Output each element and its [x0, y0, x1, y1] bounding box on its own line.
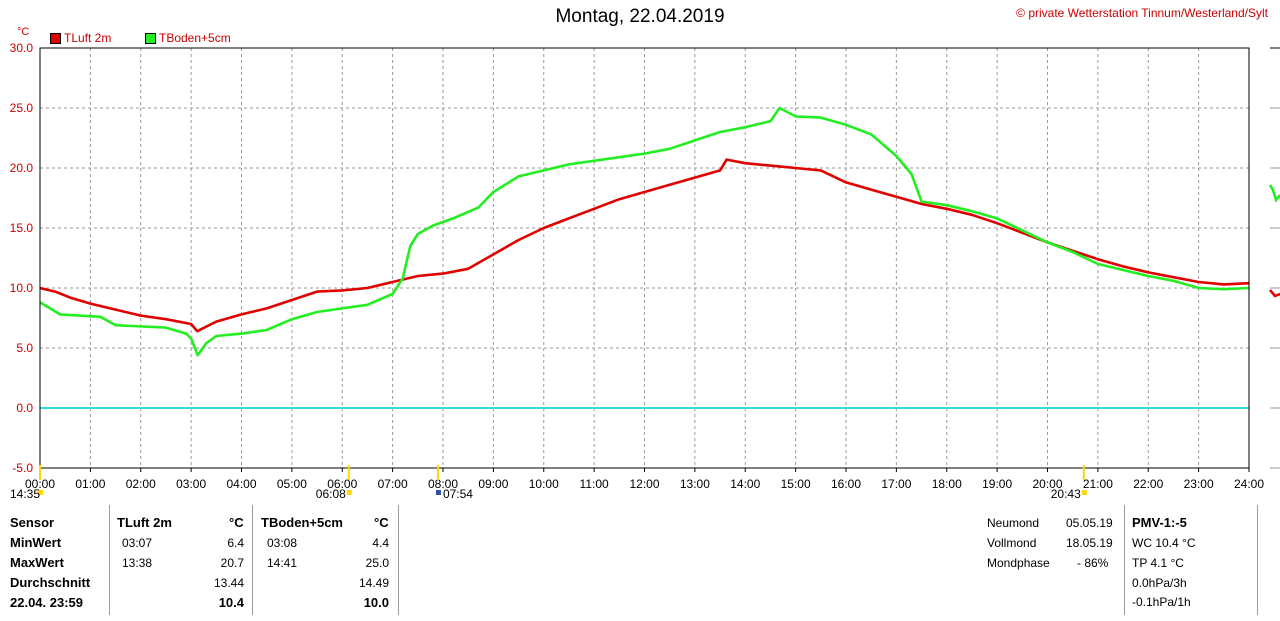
y-tick-label: 15.0	[10, 221, 34, 235]
y-tick-label: 20.0	[10, 161, 34, 175]
x-tick-label: 11:00	[580, 477, 609, 491]
x-tick-label: 23:00	[1184, 477, 1214, 491]
x-tick-label: 00:00	[25, 477, 55, 491]
legend-item-tboden: TBoden+5cm	[145, 31, 231, 45]
copyright-text: © private Wetterstation Tinnum/Westerlan…	[1016, 6, 1268, 20]
y-tick-label: -5.0	[12, 461, 33, 475]
mondphase-value: - 86%	[1077, 556, 1109, 570]
edge-fragment-tboden	[1268, 184, 1280, 203]
legend-label-tboden: TBoden+5cm	[159, 31, 231, 45]
edge-fragment-tluft	[1269, 289, 1280, 298]
y-tick-label: 0.0	[16, 401, 33, 415]
x-tick-label: 24:00	[1234, 477, 1264, 491]
y-axis-unit: °C	[17, 26, 30, 38]
row-label-last: 22.04. 23:59	[10, 595, 84, 610]
x-tick-label: 22:00	[1133, 477, 1163, 491]
y-tick-label: 5.0	[16, 341, 33, 355]
x-tick-label: 03:00	[176, 477, 206, 491]
x-tick-label: 19:00	[982, 477, 1012, 491]
time-marker-box	[346, 490, 352, 495]
x-tick-label: 15:00	[781, 477, 811, 491]
x-tick-label: 05:00	[277, 477, 307, 491]
divider	[252, 505, 253, 615]
tluft-max-time: 13:38	[122, 556, 153, 570]
row-label-sensor: Sensor	[10, 515, 55, 530]
x-tick-label: 09:00	[478, 477, 508, 491]
row-label-avg: Durchschnitt	[10, 575, 91, 590]
x-tick-label: 14:00	[730, 477, 760, 491]
right-edge-marks	[1268, 47, 1280, 469]
series-line-tluft	[39, 158, 1250, 333]
tboden-avg-value: 14.49	[358, 576, 389, 590]
pmv-pressure-3h: 0.0hPa/3h	[1132, 576, 1187, 590]
y-tick-label: 25.0	[10, 101, 34, 115]
tboden-header: TBoden+5cm	[261, 515, 343, 530]
x-tick-label: 17:00	[881, 477, 911, 491]
divider	[1257, 505, 1258, 615]
tluft-max-value: 20.7	[220, 556, 244, 570]
tboden-last-value: 10.0	[363, 595, 389, 610]
x-tick-label: 07:00	[378, 477, 408, 491]
pmv-wc: WC 10.4 °C	[1132, 536, 1196, 550]
row-label-max: MaxWert	[10, 555, 64, 570]
x-tick-label: 01:00	[75, 477, 105, 491]
neumond-label: Neumond	[987, 516, 1040, 530]
series-line-tboden	[39, 106, 1250, 357]
time-marker-box	[435, 490, 441, 495]
row-label-min: MinWert	[10, 535, 62, 550]
tboden-max-value: 25.0	[365, 556, 389, 570]
mondphase-label: Mondphase	[987, 556, 1050, 570]
tluft-min-time: 03:07	[122, 536, 153, 550]
temperature-chart: 30.0 25.0 20.0 15.0 10.0 5.0 0.0 -5.0 00:00 01:00…	[10, 41, 1280, 500]
x-tick-label: 10:00	[529, 477, 559, 491]
y-tick-label: 30.0	[10, 41, 34, 55]
legend-swatch-tboden	[145, 32, 156, 44]
divider	[1124, 505, 1125, 615]
pmv-header: PMV-1:-5	[1132, 515, 1187, 530]
time-marker-box	[1081, 490, 1087, 495]
time-marker-label: 20:43	[1051, 487, 1081, 500]
time-marker-label: 07:54	[443, 487, 473, 500]
tluft-avg-value: 13.44	[213, 576, 244, 590]
tluft-header: TLuft 2m	[117, 515, 172, 530]
x-tick-label: 08:00	[428, 477, 458, 491]
time-marker-label: 06:08	[316, 487, 346, 500]
legend-item-tluft: TLuft 2m	[50, 31, 111, 45]
x-tick-label: 04:00	[226, 477, 256, 491]
tluft-unit: °C	[229, 515, 244, 530]
tboden-min-value: 4.4	[372, 536, 389, 550]
vollmond-date: 18.05.19	[1066, 536, 1113, 550]
x-tick-label: 06:00	[327, 477, 357, 491]
series-layer	[39, 106, 1250, 357]
time-marker-label: 14:35	[10, 487, 40, 500]
y-tick-label: 10.0	[10, 281, 34, 295]
x-tick-label: 12:00	[629, 477, 659, 491]
tluft-last-value: 10.4	[218, 595, 244, 610]
pmv-tp: TP 4.1 °C	[1132, 556, 1184, 570]
axes: 30.0 25.0 20.0 15.0 10.0 5.0 0.0 -5.0 00:00 01:00…	[10, 41, 1265, 491]
plot-frame	[39, 47, 1250, 469]
chart-title: Montag, 22.04.2019	[555, 6, 725, 27]
legend-label-tluft: TLuft 2m	[64, 31, 112, 45]
tboden-max-time: 14:41	[267, 556, 298, 570]
tboden-unit: °C	[374, 515, 389, 530]
divider	[109, 505, 110, 615]
x-tick-label: 13:00	[680, 477, 710, 491]
x-tick-label: 02:00	[126, 477, 156, 491]
x-tick-label: 18:00	[932, 477, 962, 491]
x-tick-label: 21:00	[1083, 477, 1113, 491]
pmv-pressure-1h: -0.1hPa/1h	[1132, 595, 1191, 609]
tluft-min-value: 6.4	[227, 536, 244, 550]
legend-swatch-tluft	[50, 32, 61, 44]
vollmond-label: Vollmond	[987, 536, 1037, 550]
x-tick-label: 16:00	[831, 477, 861, 491]
grid	[40, 48, 1249, 468]
stats-panel: Sensor MinWert MaxWert Durchschnitt 22.0…	[0, 505, 1280, 621]
divider	[398, 505, 399, 615]
tboden-min-time: 03:08	[267, 536, 298, 550]
x-tick-label: 20:00	[1032, 477, 1062, 491]
neumond-date: 05.05.19	[1066, 516, 1113, 530]
time-marker-box	[38, 490, 43, 495]
time-markers: 14:35 06:08 07:54 20:43	[10, 465, 1087, 500]
